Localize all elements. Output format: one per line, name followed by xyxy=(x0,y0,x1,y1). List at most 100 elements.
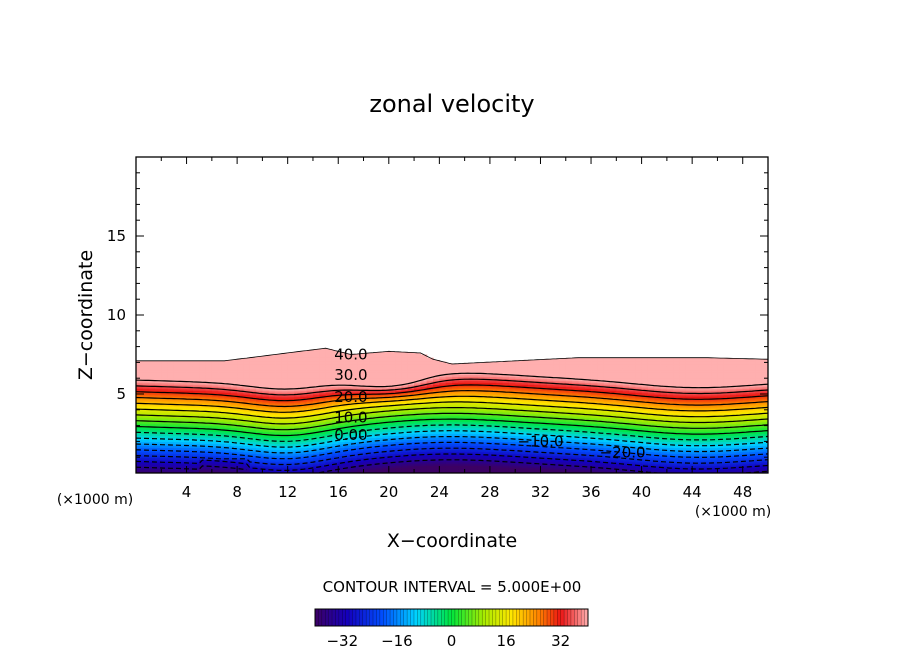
field-cell xyxy=(401,401,409,405)
field-cell xyxy=(616,394,624,397)
field-cell xyxy=(477,451,485,454)
field-cell xyxy=(382,362,390,365)
field-cell xyxy=(603,419,611,423)
field-cell xyxy=(173,433,181,437)
field-cell xyxy=(243,394,251,397)
field-cell xyxy=(578,380,586,383)
field-cell xyxy=(331,419,339,423)
field-cell xyxy=(433,366,440,369)
field-cell xyxy=(287,392,295,395)
field-cell xyxy=(603,425,611,429)
field-cell xyxy=(578,409,586,413)
field-cell xyxy=(382,374,390,377)
field-cell xyxy=(224,469,232,472)
field-cell xyxy=(603,366,611,369)
field-cell xyxy=(622,449,630,452)
field-cell xyxy=(597,374,605,377)
field-cell xyxy=(553,435,561,439)
field-cell xyxy=(597,421,605,425)
field-cell xyxy=(376,409,384,413)
field-cell xyxy=(603,409,611,413)
field-cell xyxy=(281,409,289,413)
field-cell xyxy=(591,453,598,456)
field-cell xyxy=(186,401,194,405)
field-cell xyxy=(148,421,156,425)
field-cell xyxy=(496,386,504,389)
field-cell xyxy=(331,350,339,354)
field-cell xyxy=(300,471,308,473)
field-cell xyxy=(344,354,352,358)
field-cell xyxy=(546,441,554,444)
field-cell xyxy=(325,469,333,472)
field-cell xyxy=(249,433,257,437)
field-cell xyxy=(357,445,365,448)
field-cell xyxy=(325,368,333,371)
field-cell xyxy=(622,360,630,363)
field-cell xyxy=(199,461,207,464)
field-cell xyxy=(376,380,384,383)
field-cell xyxy=(546,433,554,437)
field-cell xyxy=(249,457,257,460)
field-cell xyxy=(445,453,453,456)
field-cell xyxy=(287,352,295,356)
field-cell xyxy=(243,471,251,473)
field-cell xyxy=(527,419,535,423)
field-cell xyxy=(325,449,333,452)
field-cell xyxy=(470,397,478,401)
field-cell xyxy=(205,423,213,427)
field-cell xyxy=(376,413,384,417)
field-cell xyxy=(584,403,592,407)
field-cell xyxy=(338,463,346,466)
field-cell xyxy=(565,451,573,454)
field-cell xyxy=(622,417,630,421)
field-cell xyxy=(186,419,194,423)
field-cell xyxy=(521,401,529,405)
field-cell xyxy=(154,407,162,411)
field-cell xyxy=(445,370,453,373)
field-cell xyxy=(275,358,282,362)
field-cell xyxy=(489,370,497,373)
field-cell xyxy=(319,380,327,383)
field-cell xyxy=(502,421,510,425)
field-cell xyxy=(470,465,478,468)
field-cell xyxy=(553,366,561,369)
field-cell xyxy=(186,394,194,397)
field-cell xyxy=(154,453,162,456)
field-cell xyxy=(489,467,497,470)
field-cell xyxy=(294,382,301,385)
field-cell xyxy=(496,453,504,456)
field-cell xyxy=(294,431,301,435)
field-cell xyxy=(445,378,453,381)
field-cell xyxy=(243,449,251,452)
field-cell xyxy=(521,366,529,369)
field-cell xyxy=(338,449,346,452)
field-cell xyxy=(527,376,535,379)
field-cell xyxy=(161,368,169,371)
field-cell xyxy=(464,427,472,431)
field-cell xyxy=(287,378,295,381)
field-cell xyxy=(154,439,162,442)
field-cell xyxy=(243,376,251,379)
field-cell xyxy=(199,372,207,375)
field-cell xyxy=(660,388,668,391)
field-cell xyxy=(458,457,466,460)
field-cell xyxy=(136,405,143,409)
field-cell xyxy=(414,469,421,472)
field-cell xyxy=(306,352,314,356)
field-cell xyxy=(565,449,573,452)
field-cell xyxy=(616,362,624,365)
field-cell xyxy=(635,368,643,371)
field-cell xyxy=(167,407,175,411)
field-cell xyxy=(540,453,548,456)
field-cell xyxy=(616,447,624,450)
field-cell xyxy=(426,397,434,401)
field-cell xyxy=(628,437,636,441)
field-cell xyxy=(312,382,320,385)
field-cell xyxy=(572,360,579,363)
field-cell xyxy=(426,388,434,391)
field-cell xyxy=(338,370,346,373)
field-cell xyxy=(243,405,251,409)
field-cell xyxy=(572,455,579,458)
field-cell xyxy=(527,405,535,409)
field-cell xyxy=(559,439,567,442)
